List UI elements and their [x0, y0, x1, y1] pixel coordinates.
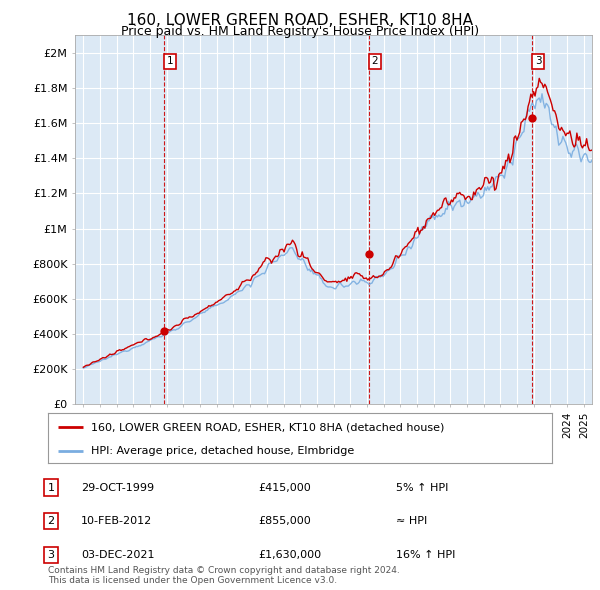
Text: 1: 1: [166, 57, 173, 67]
Text: £415,000: £415,000: [258, 483, 311, 493]
Text: Price paid vs. HM Land Registry's House Price Index (HPI): Price paid vs. HM Land Registry's House …: [121, 25, 479, 38]
Text: ≈ HPI: ≈ HPI: [396, 516, 427, 526]
Text: Contains HM Land Registry data © Crown copyright and database right 2024.
This d: Contains HM Land Registry data © Crown c…: [48, 566, 400, 585]
Text: 3: 3: [535, 57, 542, 67]
Text: £855,000: £855,000: [258, 516, 311, 526]
Text: £1,630,000: £1,630,000: [258, 550, 321, 560]
Text: 2: 2: [47, 516, 55, 526]
Text: 29-OCT-1999: 29-OCT-1999: [81, 483, 154, 493]
Text: 1: 1: [47, 483, 55, 493]
Text: 2: 2: [371, 57, 378, 67]
Text: 03-DEC-2021: 03-DEC-2021: [81, 550, 155, 560]
Text: 10-FEB-2012: 10-FEB-2012: [81, 516, 152, 526]
Text: 5% ↑ HPI: 5% ↑ HPI: [396, 483, 448, 493]
Text: HPI: Average price, detached house, Elmbridge: HPI: Average price, detached house, Elmb…: [91, 445, 354, 455]
Text: 160, LOWER GREEN ROAD, ESHER, KT10 8HA: 160, LOWER GREEN ROAD, ESHER, KT10 8HA: [127, 13, 473, 28]
Text: 160, LOWER GREEN ROAD, ESHER, KT10 8HA (detached house): 160, LOWER GREEN ROAD, ESHER, KT10 8HA (…: [91, 422, 444, 432]
Text: 3: 3: [47, 550, 55, 560]
Text: 16% ↑ HPI: 16% ↑ HPI: [396, 550, 455, 560]
